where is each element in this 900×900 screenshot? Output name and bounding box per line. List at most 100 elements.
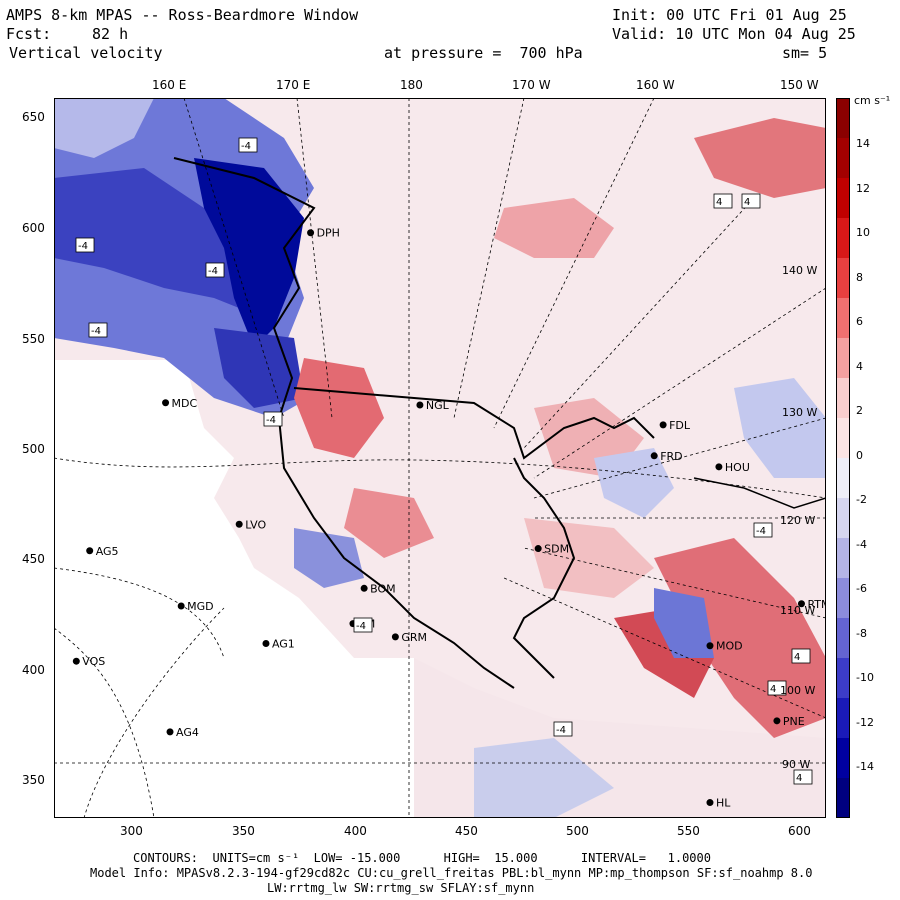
forecast-hour: 82 h bbox=[92, 25, 129, 43]
x-tick-label: 550 bbox=[677, 824, 700, 838]
station-marker bbox=[235, 520, 243, 528]
contour-label-box bbox=[263, 411, 283, 427]
colorbar-tick-label: 2 bbox=[856, 404, 863, 417]
colorbar-swatch bbox=[836, 698, 850, 739]
pressure-level: at pressure = 700 hPa bbox=[384, 44, 583, 62]
contour-label: 4 bbox=[716, 197, 722, 208]
colorbar-swatch bbox=[836, 298, 850, 339]
station-marker bbox=[307, 229, 315, 237]
station-marker bbox=[706, 642, 714, 650]
colorbar-tick-label: -14 bbox=[856, 760, 874, 773]
colorbar-frame bbox=[836, 98, 850, 818]
y-tick-label: 500 bbox=[22, 442, 45, 456]
interior-longitude-label: 100 W bbox=[780, 684, 815, 697]
station-label: MDC bbox=[172, 397, 198, 410]
contour-label: 4 bbox=[744, 197, 750, 208]
station-marker bbox=[72, 657, 80, 665]
colorbar-tick-label: 6 bbox=[856, 315, 863, 328]
station-marker bbox=[797, 600, 805, 608]
x-tick-label: 600 bbox=[788, 824, 811, 838]
colorbar-swatch bbox=[836, 498, 850, 539]
station-marker bbox=[262, 640, 270, 648]
station-label: LVO bbox=[245, 518, 266, 531]
colorbar-tick-label: -2 bbox=[856, 493, 867, 506]
colorbar-swatch bbox=[836, 258, 850, 299]
colorbar-swatch bbox=[836, 218, 850, 259]
field-downward-core bbox=[194, 158, 304, 348]
contour-label-box bbox=[791, 648, 811, 664]
field-upward-patch bbox=[344, 488, 434, 558]
station-marker bbox=[360, 584, 368, 592]
colorbar bbox=[836, 98, 850, 818]
contour-label-box bbox=[741, 193, 761, 209]
colorbar-swatch bbox=[836, 778, 850, 818]
colorbar-swatch bbox=[836, 578, 850, 619]
field-downward-strong bbox=[54, 168, 284, 318]
field-upward-patch bbox=[694, 118, 826, 198]
interior-longitude-label: 110 W bbox=[780, 604, 815, 617]
station-label: AG1 bbox=[272, 638, 295, 651]
station-label: GRM bbox=[401, 631, 427, 644]
contour-label: 4 bbox=[794, 652, 800, 663]
contour-label: -4 bbox=[241, 141, 251, 152]
colorbar-tick-label: -6 bbox=[856, 582, 867, 595]
contour-label-box bbox=[88, 322, 108, 338]
station-label: FDL bbox=[669, 419, 691, 432]
x-tick-label: 400 bbox=[344, 824, 367, 838]
y-tick-label: 650 bbox=[22, 110, 45, 124]
contour-label-box bbox=[767, 680, 787, 696]
field-upward-patch bbox=[294, 358, 384, 458]
station-label: BOM bbox=[370, 582, 396, 595]
field-downward-patch bbox=[654, 588, 714, 658]
x-tick-label: 350 bbox=[232, 824, 255, 838]
colorbar-swatch bbox=[836, 178, 850, 219]
station-label: PNE bbox=[783, 715, 805, 728]
top-longitude-label: 170 E bbox=[276, 78, 311, 92]
x-tick-label: 300 bbox=[120, 824, 143, 838]
contour-label: -4 bbox=[556, 725, 566, 736]
vertical-velocity-map: MDCNGLFDLFRDHOULVOSDMAG5BOMMGDTMGRMAG1VO… bbox=[54, 98, 826, 818]
field-upward-patch bbox=[524, 518, 654, 598]
station-marker bbox=[650, 452, 658, 460]
colorbar-units: cm s⁻¹ bbox=[854, 94, 891, 107]
y-tick-label: 350 bbox=[22, 773, 45, 787]
colorbar-swatch bbox=[836, 458, 850, 499]
colorbar-swatch bbox=[836, 418, 850, 459]
physics-info: LW:rrtmg_lw SW:rrtmg_sw SFLAY:sf_mynn bbox=[267, 881, 535, 895]
top-longitude-label: 180 bbox=[400, 78, 423, 92]
field-downward-patch bbox=[294, 528, 364, 588]
station-label: MGD bbox=[187, 600, 214, 613]
colorbar-tick-label: 14 bbox=[856, 137, 870, 150]
y-tick-label: 450 bbox=[22, 552, 45, 566]
y-tick-label: 600 bbox=[22, 221, 45, 235]
interior-longitude-label: 130 W bbox=[782, 406, 817, 419]
colorbar-swatch bbox=[836, 658, 850, 699]
model-info: Model Info: MPASv8.2.3-194-gf29cd82c CU:… bbox=[90, 866, 813, 880]
colorbar-swatch bbox=[836, 138, 850, 179]
colorbar-swatch bbox=[836, 98, 850, 139]
station-marker bbox=[162, 399, 170, 407]
station-label: HOU bbox=[725, 461, 750, 474]
contour-label: -4 bbox=[91, 326, 101, 337]
station-label: HL bbox=[716, 797, 731, 810]
coastline bbox=[173, 157, 515, 689]
station-marker bbox=[391, 633, 399, 641]
colorbar-tick-label: 4 bbox=[856, 359, 863, 373]
station-marker bbox=[773, 717, 781, 725]
top-longitude-label: 170 W bbox=[512, 78, 551, 92]
init-time: Init: 00 UTC Fri 01 Aug 25 bbox=[612, 6, 847, 24]
station-marker bbox=[706, 799, 714, 807]
contour-label-box bbox=[713, 193, 733, 209]
field-downward-patch bbox=[594, 448, 674, 518]
interior-longitude-label: 120 W bbox=[780, 514, 815, 527]
station-label: RTM bbox=[807, 598, 826, 611]
field-upward-patch bbox=[494, 198, 614, 258]
colorbar-tick-label: 12 bbox=[856, 181, 870, 195]
contour-label-box bbox=[205, 262, 225, 278]
station-label: MOD bbox=[716, 640, 743, 653]
contour-label: 4 bbox=[796, 773, 802, 784]
field-weak-blue bbox=[54, 98, 154, 158]
station-label: SDM bbox=[544, 543, 569, 556]
contour-label: -4 bbox=[756, 526, 766, 537]
y-tick-label: 550 bbox=[22, 332, 45, 346]
